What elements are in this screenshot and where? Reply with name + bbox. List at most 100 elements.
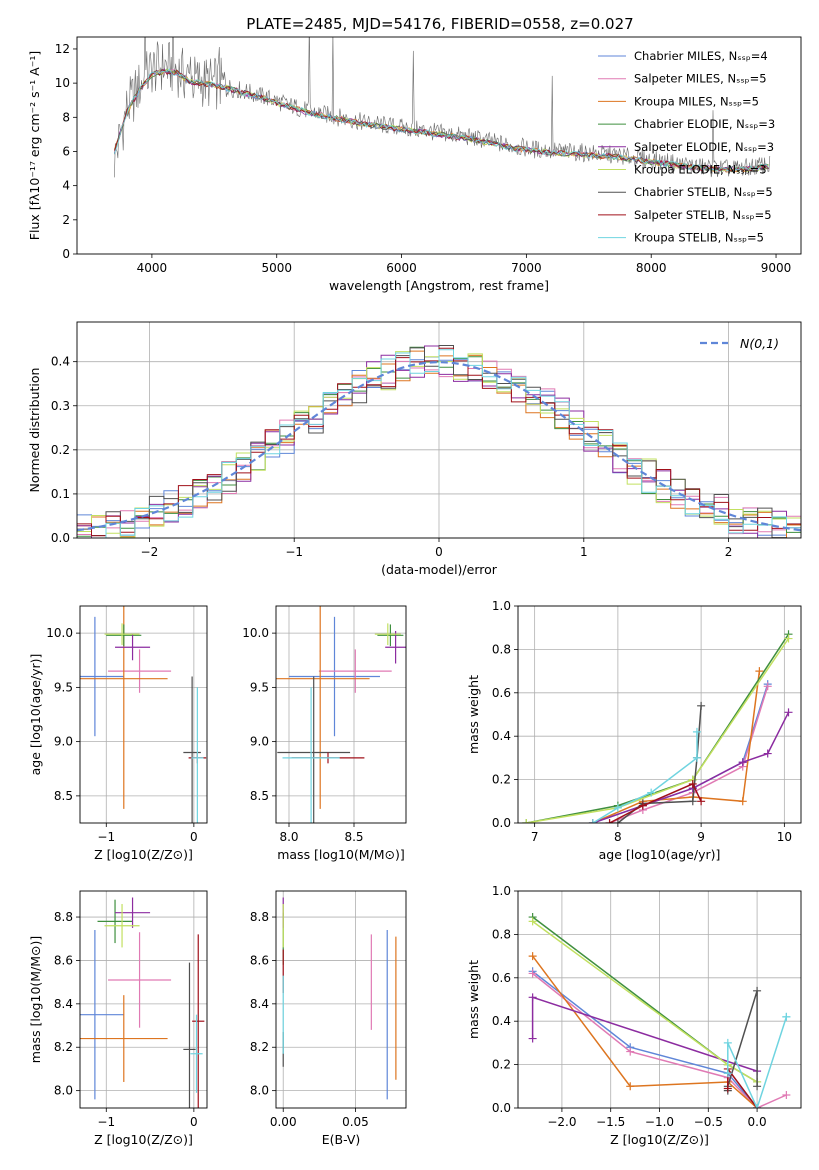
legend-label-normal: N(0,1) [740,336,779,351]
weight-marker-kroupa_stelib [782,1012,791,1021]
y-tick-label: 1.0 [492,884,511,898]
x-tick-label: 5000 [261,261,292,275]
y-tick-label: 0.8 [492,642,511,656]
y-tick-label: 8.4 [54,997,73,1011]
x-tick-label: −2 [141,545,159,559]
axes-frame [79,605,208,824]
residual-legend: N(0,1) [700,336,779,351]
legend-label-chabrier_miles: Chabrier MILES, Nₛₛₚ=4 [634,49,768,63]
y-tick-label: 0.4 [492,729,511,743]
y-tick-label: 9.0 [54,735,73,749]
x-tick-label: 1 [580,545,588,559]
weight-marker-salpeter_elodie [528,1034,537,1043]
errorbar-point-chabrier_miles [80,930,124,1100]
x-tick-label: 9 [697,830,705,844]
weight-marker-salpeter_stelib [638,801,647,810]
errorbar-point-chabrier_elodie [97,899,133,944]
weight-marker-chabrier_stelib [613,819,622,823]
x-tick-label: 0.00 [270,1115,297,1129]
y-tick-label: 0.6 [492,686,511,700]
y-tick-label: 0.2 [492,1058,511,1072]
y-tick-label: 8.5 [54,789,73,803]
figure-title: PLATE=2485, MJD=54176, FIBERID=0558, z=0… [246,15,633,33]
errorbar-point-kroupa_miles [80,995,168,1082]
legend-label-kroupa_stelib: Kroupa STELIB, Nₛₛₚ=5 [634,231,764,245]
plot-area-age_vs_Z [80,606,207,823]
weight-line-kroupa_stelib [727,1016,788,1108]
x-tick-label: 9000 [761,261,792,275]
spectrum-legend: Chabrier MILES, Nₛₛₚ=4 Salpeter MILES, Nₛ… [598,49,775,245]
weight-line-kroupa_miles [531,955,758,1108]
x-tick-label: −1 [285,545,303,559]
y-tick-label: 0.1 [51,487,70,501]
y-axis-label: Normed distribution [27,368,42,493]
plot-area-age_vs_mass [276,606,406,823]
chart-weight_vs_Z: −2.0 −1.5 −1.0 −0.5 0.0 0.0 0.2 0.4 0.6 0.8 1.0 Z [… [466,884,802,1147]
weight-marker-kroupa_stelib [692,753,701,762]
plot-area-mass_vs_Z [80,897,205,1108]
errorbar-point-salpeter_miles [108,932,172,1028]
axes-frame [275,605,407,824]
x-tick-label: 4000 [137,261,168,275]
y-tick-label: 8.8 [54,910,73,924]
weight-marker-chabrier_stelib [697,701,706,710]
weight-marker-kroupa_stelib [723,1038,732,1047]
errorbar-point-chabrier_elodie [377,624,404,647]
x-tick-label: 0 [190,1115,198,1129]
errorbar-point-salpeter_miles [108,649,172,693]
y-tick-label: 8.0 [250,1084,269,1098]
y-axis-label: age [log10(age/yr)] [28,654,43,776]
x-axis-label: (data-model)/error [381,562,498,577]
weight-marker-kroupa_stelib [613,803,622,812]
x-tick-label: 8.0 [279,830,298,844]
weight-marker-kroupa_elodie [528,917,537,926]
weight-marker-salpeter_elodie [738,758,747,767]
axes-frame [79,890,208,1109]
weight-marker-salpeter_stelib [605,819,614,823]
weight-marker-salpeter_stelib [688,779,697,788]
y-axis-label: Flux [fλ10⁻¹⁷ erg cm⁻² s⁻¹ A⁻¹] [27,51,42,240]
x-tick-label: −0.5 [694,1115,723,1129]
y-tick-label: 2 [62,213,70,227]
errorbar-point-kroupa_elodie [104,904,140,948]
chart-age_vs_mass: 8.0 8.5 8.5 9.0 9.5 10.0 mass [log10(M/M⊙)] [242,605,407,862]
errorbar-point-salpeter_elodie [115,634,151,661]
weight-marker-kroupa_stelib [647,788,656,797]
plot-area-weight_vs_Z [528,913,791,1108]
y-tick-label: 6 [62,144,70,158]
histogram-kroupa_stelib [77,349,801,538]
errorbar-point-kroupa_stelib [191,687,204,823]
x-tick-label: 7000 [511,261,542,275]
x-tick-label: 10 [777,830,792,844]
y-tick-label: 1.0 [492,599,511,613]
y-tick-label: 8.6 [250,953,269,967]
legend-label-salpeter_stelib: Salpeter STELIB, Nₛₛₚ=5 [634,208,772,222]
y-axis-label: mass weight [466,675,481,754]
weight-line-salpeter_stelib [609,782,702,823]
errorbar-point-salpeter_miles [318,649,392,693]
plot-area-residuals [77,345,801,538]
y-tick-label: 9.0 [250,735,269,749]
y-axis-label: mass [log10(M/M⊙)] [28,936,43,1064]
y-tick-label: 0.6 [492,971,511,985]
errorbar-point-salpeter_elodie [115,897,151,928]
weight-line-kroupa_elodie [526,638,790,823]
x-axis-label: Z [log10(Z/Z⊙)] [94,847,193,862]
errorbar-point-salpeter_stelib [192,934,205,1108]
chart-spectrum: 4000 5000 6000 7000 8000 9000 0 2 4 6 8 10 12 wavelen… [27,36,802,293]
x-tick-label: −1.5 [596,1115,625,1129]
y-tick-label: 0.2 [492,773,511,787]
x-tick-label: 6000 [386,261,417,275]
errorbar-point-chabrier_stelib [183,676,201,823]
charts-layer: 4000 5000 6000 7000 8000 9000024681012wavelen… [27,36,802,1147]
weight-marker-kroupa_stelib [692,727,701,736]
normal-curve [77,360,801,532]
plot-area-mass_vs_ebv [282,897,397,1100]
weight-marker-chabrier_stelib [753,986,762,995]
weight-marker-kroupa_miles [738,797,747,806]
x-tick-label: 7 [531,830,539,844]
weight-marker-salpeter_stelib [697,797,706,806]
y-tick-label: 12 [55,42,70,56]
axes-frame [517,605,802,824]
